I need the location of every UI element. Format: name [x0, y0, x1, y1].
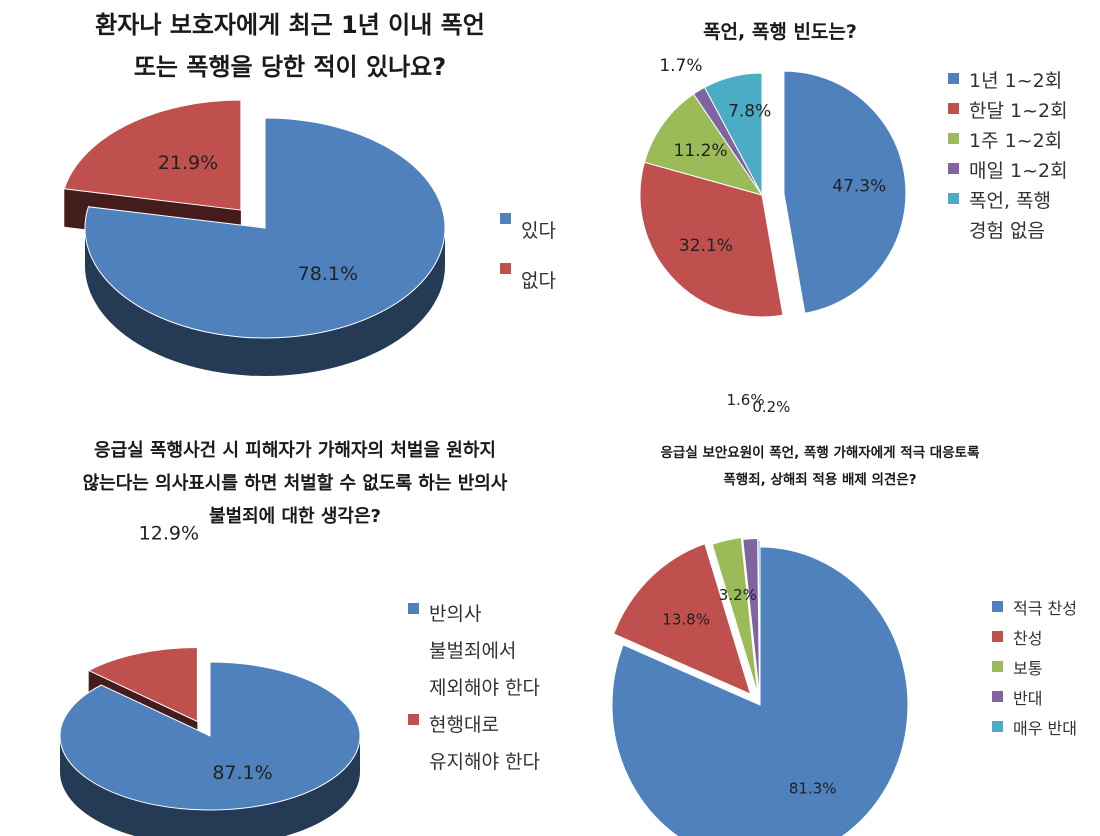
- pie-slice-반의사-불벌죄에서-제외해야-한다: [59, 661, 361, 811]
- pie-slice-없다: [63, 99, 242, 211]
- data-label-한달-1~2회: 32.1%: [679, 236, 733, 256]
- data-label-찬성: 13.8%: [662, 610, 710, 628]
- legend-swatch: [992, 631, 1003, 642]
- pie-slice-한달-1~2회: [639, 161, 784, 318]
- data-label-반의사-불벌죄에서-제외해야-한다: 87.1%: [212, 762, 272, 784]
- legend-item-있다: 있다: [500, 206, 556, 256]
- data-label-폭언-폭행-경험-없음: 7.8%: [728, 102, 771, 122]
- pie-chart-prosecution-opinion: 87.1% 12.9%: [59, 523, 361, 836]
- data-label-현행대로-유지해야-한다: 12.9%: [139, 523, 199, 545]
- data-label-없다: 21.9%: [158, 152, 218, 174]
- legend-swatch: [992, 691, 1003, 702]
- legend-swatch: [948, 193, 959, 204]
- pie-slice-폭언-폭행-경험-없음: [703, 72, 763, 196]
- legend-swatch: [408, 714, 419, 725]
- legend-label: 폭언, 폭행 경험 없음: [969, 190, 1051, 242]
- legend-item-보통: 보통: [992, 654, 1077, 684]
- legend-swatch: [992, 721, 1003, 732]
- chart-prosecution-opinion: 응급실 폭행사건 시 피해자가 가해자의 처벌을 원하지 않는다는 의사표시를 …: [0, 420, 590, 836]
- legend-item-반의사-불벌죄에서-제외해야-한다: 반의사 불벌죄에서 제외해야 한다: [408, 596, 540, 707]
- chart-title: 응급실 폭행사건 시 피해자가 가해자의 처벌을 원하지 않는다는 의사표시를 …: [82, 440, 508, 527]
- pie-slice-1년-1~2회: [783, 70, 907, 314]
- pie-slice-매우-반대: [757, 540, 761, 699]
- legend-label: 찬성: [1013, 629, 1043, 648]
- legend-item-한달-1~2회: 한달 1~2회: [948, 96, 1068, 126]
- legend-swatch: [500, 213, 511, 224]
- legend-label: 보통: [1013, 659, 1043, 678]
- pie-slice-적극-찬성: [611, 546, 909, 836]
- chart-security-response: 응급실 보안요원이 폭언, 폭행 가해자에게 적극 대응토록 폭행죄, 상해죄 …: [590, 391, 1100, 836]
- legend-label: 반대: [1013, 689, 1043, 708]
- data-label-반대: 1.6%: [727, 391, 765, 409]
- pie-slice-1주-1~2회: [643, 93, 764, 196]
- legend-swatch: [500, 263, 511, 274]
- data-label-보통: 3.2%: [719, 586, 757, 604]
- legend-label: 없다: [521, 270, 556, 292]
- chart-title: 응급실 보안요원이 폭언, 폭행 가해자에게 적극 대응토록 폭행죄, 상해죄 …: [660, 445, 980, 488]
- legend-item-1주-1~2회: 1주 1~2회: [948, 126, 1068, 156]
- legend-item-매우-반대: 매우 반대: [992, 714, 1077, 744]
- legend-label: 매일 1~2회: [969, 160, 1068, 182]
- legend-swatch: [992, 601, 1003, 612]
- legend-item-폭언-폭행-경험-없음: 폭언, 폭행 경험 없음: [948, 186, 1068, 246]
- legend-label: 한달 1~2회: [969, 100, 1068, 122]
- data-label-1년-1~2회: 47.3%: [832, 177, 886, 197]
- legend-item-적극-찬성: 적극 찬성: [992, 594, 1077, 624]
- data-label-적극-찬성: 81.3%: [789, 780, 837, 798]
- legend-label: 1년 1~2회: [969, 70, 1063, 92]
- pie-chart-violence-frequency: 47.3% 32.1% 11.2% 1.7% 7.8%: [639, 56, 907, 318]
- data-label-매일-1~2회: 1.7%: [659, 56, 702, 76]
- legend-swatch: [948, 73, 959, 84]
- pie-chart-violence-experience: 78.1% 21.9%: [63, 99, 446, 376]
- pie-slice-있다: [84, 117, 446, 339]
- legend-swatch: [992, 661, 1003, 672]
- chart-title: 환자나 보호자에게 최근 1년 이내 폭언 또는 폭행을 당한 적이 있나요?: [95, 11, 485, 81]
- legend-swatch: [408, 603, 419, 614]
- legend-item-1년-1~2회: 1년 1~2회: [948, 66, 1068, 96]
- data-label-1주-1~2회: 11.2%: [674, 141, 728, 161]
- legend-swatch: [948, 103, 959, 114]
- pie-chart-security-response: 81.3% 13.8% 3.2% 1.6%0.2%: [611, 391, 909, 836]
- legend-label: 있다: [521, 220, 556, 242]
- data-label-있다: 78.1%: [298, 263, 358, 285]
- pie-side-반의사-불벌죄에서-제외해야-한다: [60, 736, 360, 836]
- chart-violence-frequency: 폭언, 폭행 빈도는? 47.3% 32.1% 11.2% 1.7% 7.8% 1년 1…: [560, 0, 1100, 400]
- pie-slice-찬성: [613, 543, 752, 695]
- legend-item-매일-1~2회: 매일 1~2회: [948, 156, 1068, 186]
- legend-item-반대: 반대: [992, 684, 1077, 714]
- pie-slice-보통: [711, 537, 759, 695]
- legend-item-현행대로-유지해야-한다: 현행대로 유지해야 한다: [408, 707, 540, 781]
- chart-violence-experience: 환자나 보호자에게 최근 1년 이내 폭언 또는 폭행을 당한 적이 있나요? …: [0, 0, 560, 400]
- pie-slice-반대: [742, 537, 760, 697]
- data-label-매우-반대: 0.2%: [752, 398, 790, 416]
- legend-label: 반의사 불벌죄에서 제외해야 한다: [429, 603, 540, 699]
- legend-item-찬성: 찬성: [992, 624, 1077, 654]
- legend-label: 현행대로 유지해야 한다: [429, 714, 540, 773]
- pie-slice-현행대로-유지해야-한다: [87, 646, 198, 723]
- legend-label: 1주 1~2회: [969, 130, 1063, 152]
- legend-item-없다: 없다: [500, 256, 556, 306]
- chart-title: 폭언, 폭행 빈도는?: [703, 21, 857, 43]
- legend-label: 매우 반대: [1013, 719, 1077, 738]
- legend-swatch: [948, 133, 959, 144]
- pie-side-있다: [85, 228, 445, 376]
- legend-label: 적극 찬성: [1013, 599, 1077, 618]
- legend-swatch: [948, 163, 959, 174]
